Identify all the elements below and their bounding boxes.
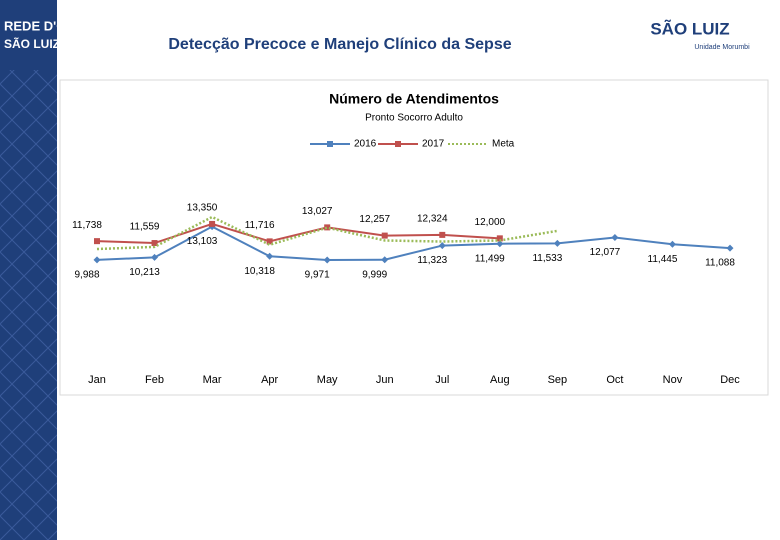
- marker: [93, 256, 101, 264]
- marker: [496, 235, 503, 242]
- logo-right: SÃO LUIZ: [650, 18, 729, 38]
- marker: [209, 220, 216, 227]
- marker: [151, 253, 159, 261]
- x-tick-label: Sep: [548, 374, 568, 386]
- data-label: 9,988: [74, 269, 99, 280]
- x-tick-label: Nov: [663, 374, 683, 386]
- x-tick-label: Jul: [435, 374, 449, 386]
- x-tick-label: Jun: [376, 374, 394, 386]
- data-label: 12,324: [417, 214, 448, 225]
- x-tick-label: May: [317, 374, 338, 386]
- x-tick-label: Oct: [606, 374, 623, 386]
- x-tick-label: Mar: [203, 374, 222, 386]
- x-tick-label: Aug: [490, 374, 510, 386]
- x-tick-label: Dec: [720, 374, 740, 386]
- x-tick-label: Feb: [145, 374, 164, 386]
- data-label: 13,103: [187, 236, 218, 247]
- legend-label: 2016: [354, 139, 377, 150]
- marker: [438, 242, 446, 250]
- data-label: 11,533: [532, 253, 562, 264]
- data-label: 12,257: [359, 214, 390, 225]
- data-label: 11,088: [705, 258, 735, 269]
- data-label: 10,318: [244, 266, 275, 277]
- marker: [439, 231, 446, 238]
- marker: [611, 234, 619, 242]
- x-tick-label: Jan: [88, 374, 106, 386]
- series-line: [96, 215, 558, 251]
- plot: Jan Feb Mar Apr May Jun Jul Aug Sep Oct Nov Dec 9,98…: [72, 139, 740, 386]
- chart-subtitle: Pronto Socorro Adulto: [365, 113, 463, 124]
- logo-left-1: REDE D'OR: [4, 18, 76, 33]
- data-label: 9,971: [305, 270, 330, 281]
- series-line: [96, 222, 500, 245]
- data-label: 11,716: [245, 220, 275, 231]
- side-pattern: [0, 70, 57, 540]
- legend-label: Meta: [492, 139, 515, 150]
- slide-title: Detecção Precoce e Manejo Clínico da Sep…: [168, 36, 511, 53]
- data-label: 12,000: [475, 217, 506, 228]
- marker: [668, 240, 676, 248]
- data-label: 11,559: [130, 222, 160, 233]
- legend-marker: [327, 141, 333, 147]
- marker: [553, 239, 561, 247]
- chart-title: Número de Atendimentos: [329, 91, 499, 107]
- series-line: [96, 225, 731, 262]
- marker: [266, 238, 273, 245]
- legend-label: 2017: [422, 139, 445, 150]
- marker: [496, 240, 504, 248]
- legend-marker: [395, 141, 401, 147]
- chart-frame: [59, 79, 769, 396]
- data-label: 12,077: [590, 247, 621, 258]
- data-label: 13,027: [302, 206, 333, 217]
- data-label: 11,499: [475, 253, 505, 264]
- marker: [726, 244, 734, 252]
- logo-left-2: SÃO LUIZ: [4, 36, 60, 51]
- data-label: 11,738: [72, 220, 102, 231]
- x-tick-label: Apr: [261, 374, 278, 386]
- marker: [266, 252, 274, 260]
- logo-right-sub: Unidade Morumbi: [694, 44, 750, 51]
- marker: [323, 256, 331, 264]
- marker: [324, 224, 331, 231]
- data-label: 9,999: [362, 269, 387, 280]
- data-label: 11,323: [417, 255, 447, 266]
- marker: [94, 238, 100, 245]
- marker: [151, 240, 158, 247]
- data-label: 10,213: [129, 267, 160, 278]
- marker: [381, 232, 388, 239]
- data-label: 13,350: [187, 203, 218, 214]
- data-label: 11,445: [648, 254, 678, 265]
- marker: [381, 256, 389, 264]
